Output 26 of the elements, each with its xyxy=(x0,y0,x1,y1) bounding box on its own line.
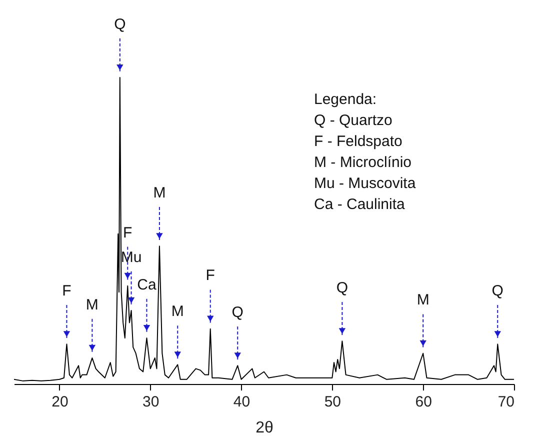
x-tick-label: 70 xyxy=(498,394,514,410)
annotation: F xyxy=(206,267,215,284)
annotation: Ca xyxy=(137,276,157,294)
annotation: Q xyxy=(114,16,126,33)
x-tick-label: 30 xyxy=(142,394,160,410)
annotation: F xyxy=(123,224,132,242)
x-tick-label: 20 xyxy=(52,394,68,410)
annotation: M xyxy=(153,184,166,202)
annotation: Q - Quartzo xyxy=(314,112,392,129)
annotation: Q xyxy=(492,282,504,300)
annotation: M - Microclínio xyxy=(314,154,412,171)
x-tick-label: 50 xyxy=(324,394,342,410)
annotation: M xyxy=(416,292,430,309)
annotation: Q xyxy=(232,304,244,321)
x-axis-title: 2θ xyxy=(256,420,274,436)
annotation: M xyxy=(171,303,184,320)
x-tick-label: 60 xyxy=(415,394,432,410)
annotation: F - Feldspato xyxy=(314,133,402,150)
annotation: Mu xyxy=(120,248,142,266)
annotation: Q xyxy=(336,279,348,296)
annotation: Ca - Caulinita xyxy=(314,196,406,213)
annotation: F xyxy=(62,282,72,300)
x-tick-label: 40 xyxy=(233,394,250,410)
annotation: Mu - Muscovita xyxy=(314,175,416,192)
annotation: M xyxy=(86,296,98,314)
annotation: Legenda: xyxy=(314,91,377,108)
